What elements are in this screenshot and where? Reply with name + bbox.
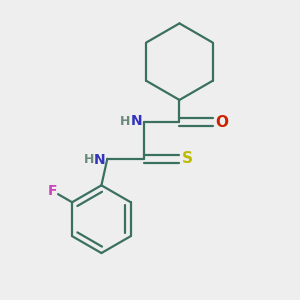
Text: N: N	[94, 153, 106, 167]
Text: N: N	[131, 114, 142, 128]
Text: F: F	[48, 184, 57, 198]
Text: H: H	[84, 153, 94, 166]
Text: S: S	[182, 151, 193, 166]
Text: H: H	[120, 115, 131, 128]
Text: O: O	[215, 115, 228, 130]
